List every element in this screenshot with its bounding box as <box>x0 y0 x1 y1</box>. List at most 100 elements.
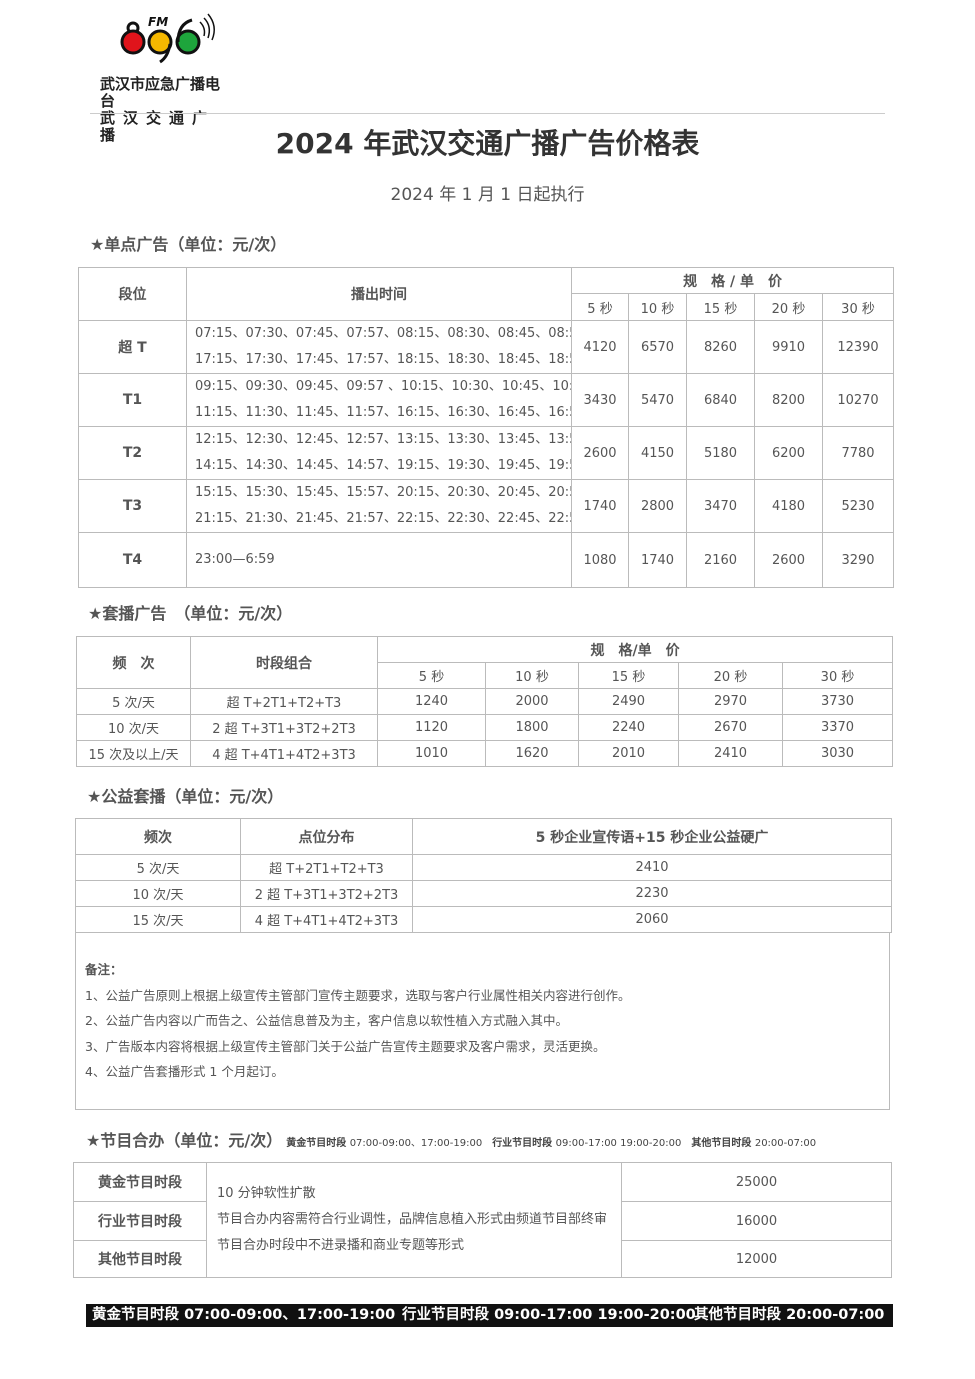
table-row: T4 23:00—6:59 1080 1740 2160 2600 3290 <box>78 532 895 588</box>
table-row: 15 次/天 4 超 T+4T1+4T2+3T3 2060 <box>75 906 892 933</box>
footer-slot: 其他节目时段 20:00-07:00 <box>694 1304 884 1327</box>
header-duration: 30 秒 <box>821 293 895 321</box>
notes-title: 备注： <box>85 962 123 977</box>
public-ad-table: 频次 点位分布 5 秒企业宣传语+15 秒企业公益硬广 5 次/天超 T+2T1+T2… <box>75 818 892 933</box>
combination-cell: 4 超 T+4T1+4T2+3T3 <box>190 740 378 767</box>
header-duration: 5 秒 <box>377 662 486 689</box>
inline-slots: 黄金节目时段 07:00-09:00、17:00-19:00 行业节目时段 09:… <box>286 1138 826 1149</box>
price-cell: 5180 <box>686 426 755 480</box>
slot-cell: T4 <box>78 532 187 588</box>
price-cell: 2490 <box>578 688 679 715</box>
price-cell: 5230 <box>821 479 895 533</box>
price-cell: 1740 <box>628 532 687 588</box>
time-line: 11:15、11:30、11:45、11:57、16:15、16:30、16:4… <box>195 405 572 420</box>
header-frequency: 频 次 <box>76 636 191 689</box>
time-line: 15:15、15:30、15:45、15:57、20:15、20:30、20:4… <box>195 485 572 500</box>
price-cell: 8260 <box>686 320 755 374</box>
price-cell: 2160 <box>686 532 755 588</box>
header-duration: 20 秒 <box>678 662 783 689</box>
price-cell: 5470 <box>628 373 687 427</box>
station-logo: FM 武汉市应急广播电台 武汉交通广播 <box>100 12 230 144</box>
header-duration: 15 秒 <box>686 293 755 321</box>
program-heading-text: ★节目合办（单位：元/次） <box>86 1131 283 1150</box>
times-cell: 09:15、09:30、09:45、09:57 、10:15、10:30、10:… <box>186 373 572 427</box>
header-duration: 10 秒 <box>628 293 687 321</box>
price-cell: 2060 <box>412 906 892 933</box>
slot-cell: 超 T <box>78 320 187 374</box>
table-row: T3 15:15、15:30、15:45、15:57、20:15、20:30、20… <box>78 479 895 533</box>
price-cell: 2410 <box>678 740 783 767</box>
price-cell: 3290 <box>821 532 895 588</box>
note-item: 3、广告版本内容将根据上级宣传主管部门关于公益广告宣传主题要求及客户需求，灵活更… <box>85 1038 606 1054</box>
distribution-cell: 2 超 T+3T1+3T2+2T3 <box>240 880 413 907</box>
header-duration: 5 秒 <box>571 293 629 321</box>
times-cell: 07:15、07:30、07:45、07:57、08:15、08:30、08:4… <box>186 320 572 374</box>
notes-box: 备注： 1、公益广告原则上根据上级宣传主管部门宣传主题要求，选取与客户行业属性相… <box>75 932 890 1110</box>
price-cell: 1740 <box>571 479 629 533</box>
table-row: 超 T 07:15、07:30、07:45、07:57、08:15、08:30、0… <box>78 320 895 374</box>
table-row: 15 次及以上/天 4 超 T+4T1+4T2+3T3 1010 1620 2010 24… <box>76 740 894 767</box>
table-row: T1 09:15、09:30、09:45、09:57 、10:15、10:30、1… <box>78 373 895 427</box>
footer-slot-label: 黄金节目时段 <box>92 1307 179 1323</box>
footer-slot-time: 20:00-07:00 <box>786 1307 885 1323</box>
table-row: 10 次/天 2 超 T+3T1+3T2+2T3 2230 <box>75 880 892 907</box>
single-ad-heading: ★单点广告（单位：元/次） <box>90 235 287 254</box>
price-cell: 1240 <box>377 688 486 715</box>
footer-slot-label: 行业节目时段 <box>402 1307 489 1323</box>
table-row: 10 次/天 2 超 T+3T1+3T2+2T3 1120 1800 2240 2670 3… <box>76 714 894 741</box>
price-cell: 2600 <box>571 426 629 480</box>
inline-slot-time: 20:00-07:00 <box>754 1138 817 1149</box>
header-duration: 10 秒 <box>485 662 579 689</box>
price-cell: 12000 <box>621 1240 892 1278</box>
distribution-cell: 超 T+2T1+T2+T3 <box>240 854 413 881</box>
time-line: 17:15、17:30、17:45、17:57、18:15、18:30、18:4… <box>195 352 572 367</box>
price-cell: 10270 <box>821 373 895 427</box>
price-cell: 6840 <box>686 373 755 427</box>
header-spec: 规 格 / 单 价 <box>570 267 895 294</box>
note-item: 2、公益广告内容以广而告之、公益信息普及为主，客户信息以软性植入方式融入其中。 <box>85 1013 568 1028</box>
inline-slot-label: 其他节目时段 <box>691 1138 752 1149</box>
table-row: 频 次时段组合规 格/单 价 <box>76 636 894 689</box>
time-line: 23:00—6:59 <box>195 552 275 567</box>
header-combination: 时段组合 <box>190 636 378 689</box>
time-line: 07:15、07:30、07:45、07:57、08:15、08:30、08:4… <box>195 326 572 341</box>
table-row: 行业节目时段 16000 <box>73 1201 892 1241</box>
combination-cell: 2 超 T+3T1+3T2+2T3 <box>190 714 378 741</box>
frequency-cell: 5 次/天 <box>75 854 241 881</box>
price-cell: 7780 <box>821 426 895 480</box>
table-row: 黄金节目时段 10 分钟软性扩散 节目合办内容需符合行业调性，品牌信息植入形式由频道… <box>73 1162 892 1278</box>
price-cell: 4180 <box>754 479 823 533</box>
price-cell: 6200 <box>754 426 823 480</box>
inline-slot-time: 07:00-09:00、17:00-19:00 <box>349 1138 483 1149</box>
price-cell: 2670 <box>678 714 783 741</box>
table-row: 5 秒 10 秒 15 秒 20 秒 30 秒 <box>77 662 894 689</box>
header-divider <box>90 113 885 114</box>
frequency-cell: 5 次/天 <box>76 688 191 715</box>
package-ad-heading: ★套播广告 （单位：元/次） <box>88 604 293 623</box>
fm-89-6-logo-icon: FM <box>120 13 215 64</box>
price-cell: 1080 <box>571 532 629 588</box>
description-cell: 10 分钟软性扩散 节目合办内容需符合行业调性，品牌信息植入形式由频道节目部终审节… <box>206 1162 622 1278</box>
price-cell: 3470 <box>686 479 755 533</box>
inline-slot-time: 09:00-17:00 19:00-20:00 <box>555 1138 682 1149</box>
price-cell: 1620 <box>485 740 579 767</box>
header-frequency: 频次 <box>75 818 241 855</box>
frequency-cell: 15 次/天 <box>75 906 241 933</box>
table-row: 其他节目时段 12000 <box>73 1240 892 1278</box>
slot-cell: 其他节目时段 <box>73 1240 207 1278</box>
time-line: 14:15、14:30、14:45、14:57、19:15、19:30、19:4… <box>195 458 572 473</box>
combination-cell: 超 T+2T1+T2+T3 <box>190 688 378 715</box>
price-cell: 3730 <box>781 688 894 715</box>
header-slot: 段位 <box>78 267 187 321</box>
time-line: 12:15、12:30、12:45、12:57、13:15、13:30、13:4… <box>195 432 572 447</box>
table-row: 段位 播出时间规 格 / 单 价 <box>78 267 895 321</box>
frequency-cell: 10 次/天 <box>76 714 191 741</box>
price-cell: 2010 <box>578 740 679 767</box>
header-price: 5 秒企业宣传语+15 秒企业公益硬广 <box>412 818 892 855</box>
price-cell: 2600 <box>754 532 823 588</box>
times-cell: 12:15、12:30、12:45、12:57、13:15、13:30、13:4… <box>186 426 572 480</box>
page-title: 2024 年武汉交通广播广告价格表 <box>275 127 700 160</box>
